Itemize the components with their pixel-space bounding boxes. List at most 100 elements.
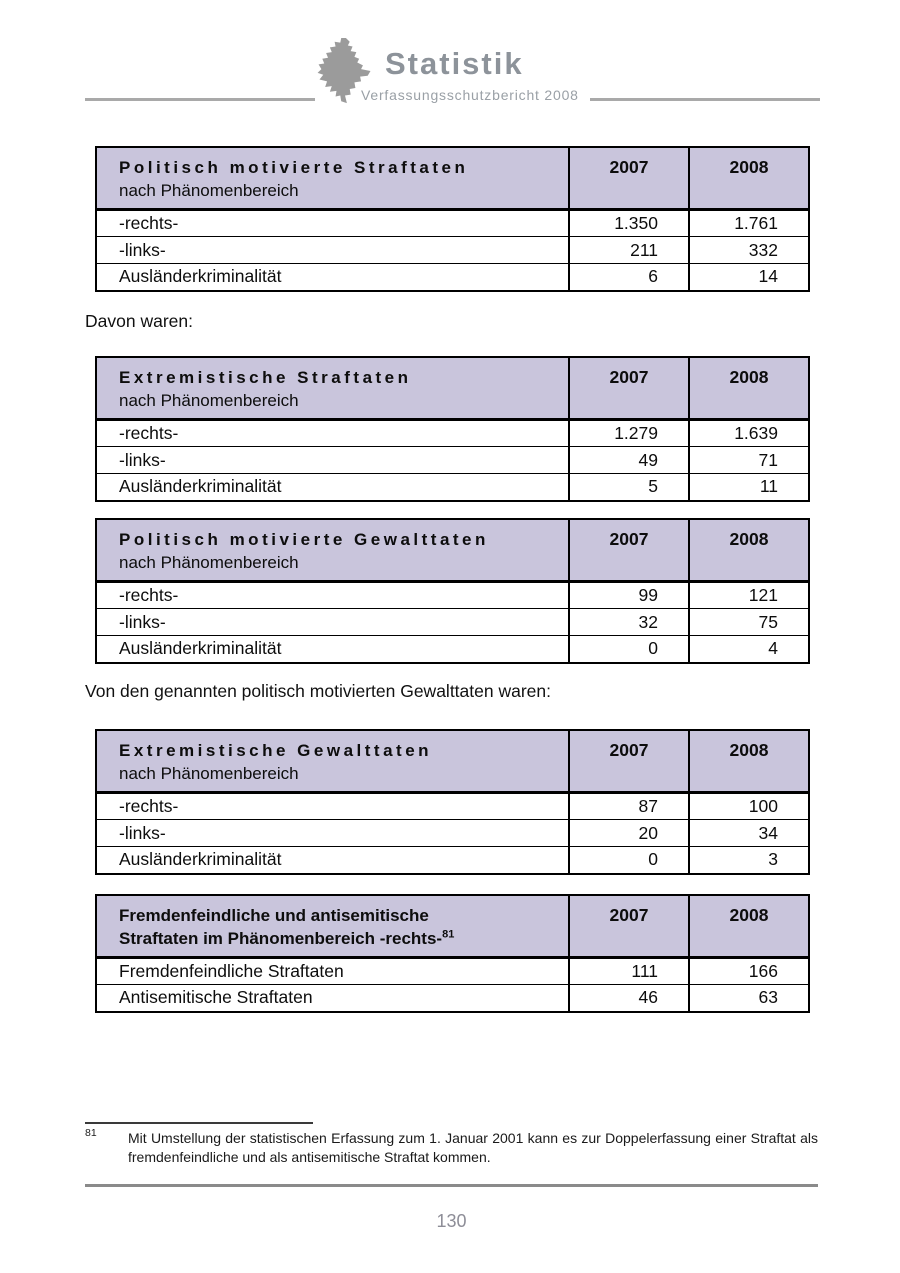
row-value: 11 — [688, 473, 809, 501]
column-header-2007: 2007 — [568, 147, 689, 211]
table-row: -links- 32 75 — [96, 608, 809, 636]
row-label: -rechts- — [96, 419, 569, 447]
table-row: Fremdenfeindliche Straftaten 111 166 — [96, 957, 809, 985]
column-header-2008: 2008 — [688, 147, 809, 211]
row-label: -links- — [96, 446, 569, 474]
table-header-row: Fremdenfeindliche und antisemitische Str… — [96, 895, 809, 959]
table-title-cell: Politisch motivierte Gewalttaten nach Ph… — [96, 519, 569, 583]
footnote-text: Mit Umstellung der statistischen Erfassu… — [128, 1130, 818, 1165]
brand-subtitle: Verfassungsschutzbericht 2008 — [361, 87, 579, 103]
row-value: 34 — [688, 819, 809, 847]
table-title-line2: Straftaten im Phänomenbereich -rechts-81 — [119, 928, 455, 948]
row-value: 0 — [568, 846, 689, 874]
row-label: -rechts- — [96, 209, 569, 237]
page-number: 130 — [436, 1211, 467, 1231]
row-value: 332 — [688, 236, 809, 264]
brand-title: Statistik — [385, 46, 524, 81]
footnote-separator-rule — [85, 1122, 313, 1124]
row-value: 4 — [688, 635, 809, 663]
row-label: Ausländerkriminalität — [96, 473, 569, 501]
table-title-cell: Politisch motivierte Straftaten nach Phä… — [96, 147, 569, 211]
table-politisch-motivierte-straftaten: Politisch motivierte Straftaten nach Phä… — [95, 146, 810, 292]
table-row: -links- 211 332 — [96, 236, 809, 264]
table-subtitle: nach Phänomenbereich — [119, 181, 299, 200]
row-label: Antisemitische Straftaten — [96, 984, 569, 1012]
row-value: 1.350 — [568, 209, 689, 237]
row-value: 6 — [568, 263, 689, 291]
table-row: -links- 49 71 — [96, 446, 809, 474]
table-row: -rechts- 1.350 1.761 — [96, 209, 809, 237]
column-header-2008: 2008 — [688, 895, 809, 959]
row-value: 1.761 — [688, 209, 809, 237]
state-map-silhouette-icon — [317, 37, 371, 104]
row-value: 1.639 — [688, 419, 809, 447]
row-label: -links- — [96, 608, 569, 636]
table-title: Politisch motivierte Straftaten — [119, 158, 469, 177]
row-label: -rechts- — [96, 581, 569, 609]
row-label: Fremdenfeindliche Straftaten — [96, 957, 569, 985]
table-title-cell: Fremdenfeindliche und antisemitische Str… — [96, 895, 569, 959]
row-value: 46 — [568, 984, 689, 1012]
table-header-row: Extremistische Straftaten nach Phänomenb… — [96, 357, 809, 421]
header-rule-left — [85, 98, 315, 101]
column-header-2007: 2007 — [568, 730, 689, 794]
row-label: Ausländerkriminalität — [96, 263, 569, 291]
footer-rule — [85, 1184, 818, 1187]
intro-text-von-den-genannten: Von den genannten politisch motivierten … — [85, 681, 551, 701]
row-label: Ausländerkriminalität — [96, 846, 569, 874]
table-extremistische-gewalttaten: Extremistische Gewalttaten nach Phänomen… — [95, 729, 810, 875]
row-value: 211 — [568, 236, 689, 264]
table-subtitle: nach Phänomenbereich — [119, 391, 299, 410]
row-value: 1.279 — [568, 419, 689, 447]
table-row: Ausländerkriminalität 5 11 — [96, 473, 809, 501]
row-value: 121 — [688, 581, 809, 609]
table-row: -rechts- 99 121 — [96, 581, 809, 609]
footnote-ref-superscript: 81 — [442, 928, 455, 941]
table-title: Politisch motivierte Gewalttaten — [119, 530, 489, 549]
table-header-row: Politisch motivierte Gewalttaten nach Ph… — [96, 519, 809, 583]
table-row: Ausländerkriminalität 6 14 — [96, 263, 809, 291]
table-row: -rechts- 1.279 1.639 — [96, 419, 809, 447]
table-title-cell: Extremistische Gewalttaten nach Phänomen… — [96, 730, 569, 794]
row-value: 87 — [568, 792, 689, 820]
table-title: Extremistische Gewalttaten — [119, 741, 433, 760]
table-row: -rechts- 87 100 — [96, 792, 809, 820]
row-value: 20 — [568, 819, 689, 847]
table-extremistische-straftaten: Extremistische Straftaten nach Phänomenb… — [95, 356, 810, 502]
header-rule-right — [590, 98, 820, 101]
row-value: 32 — [568, 608, 689, 636]
row-value: 111 — [568, 957, 689, 985]
row-value: 5 — [568, 473, 689, 501]
table-row: Ausländerkriminalität 0 4 — [96, 635, 809, 663]
table-title: Extremistische Straftaten — [119, 368, 412, 387]
table-header-row: Extremistische Gewalttaten nach Phänomen… — [96, 730, 809, 794]
table-title-line1: Fremdenfeindliche und antisemitische — [119, 906, 429, 925]
table-fremdenfeindliche-antisemitische-straftaten: Fremdenfeindliche und antisemitische Str… — [95, 894, 810, 1013]
table-row: Antisemitische Straftaten 46 63 — [96, 984, 809, 1012]
row-value: 3 — [688, 846, 809, 874]
row-value: 99 — [568, 581, 689, 609]
row-value: 100 — [688, 792, 809, 820]
row-value: 71 — [688, 446, 809, 474]
row-value: 75 — [688, 608, 809, 636]
row-label: Ausländerkriminalität — [96, 635, 569, 663]
intro-text-davon-waren: Davon waren: — [85, 311, 193, 331]
row-value: 63 — [688, 984, 809, 1012]
table-subtitle: nach Phänomenbereich — [119, 553, 299, 572]
row-value: 166 — [688, 957, 809, 985]
column-header-2008: 2008 — [688, 357, 809, 421]
row-value: 49 — [568, 446, 689, 474]
table-politisch-motivierte-gewalttaten: Politisch motivierte Gewalttaten nach Ph… — [95, 518, 810, 664]
row-label: -links- — [96, 236, 569, 264]
column-header-2008: 2008 — [688, 519, 809, 583]
footnote-number: 81 — [85, 1127, 97, 1139]
row-label: -links- — [96, 819, 569, 847]
table-row: -links- 20 34 — [96, 819, 809, 847]
row-label: -rechts- — [96, 792, 569, 820]
column-header-2007: 2007 — [568, 357, 689, 421]
table-title-cell: Extremistische Straftaten nach Phänomenb… — [96, 357, 569, 421]
table-subtitle: nach Phänomenbereich — [119, 764, 299, 783]
row-value: 0 — [568, 635, 689, 663]
column-header-2007: 2007 — [568, 895, 689, 959]
